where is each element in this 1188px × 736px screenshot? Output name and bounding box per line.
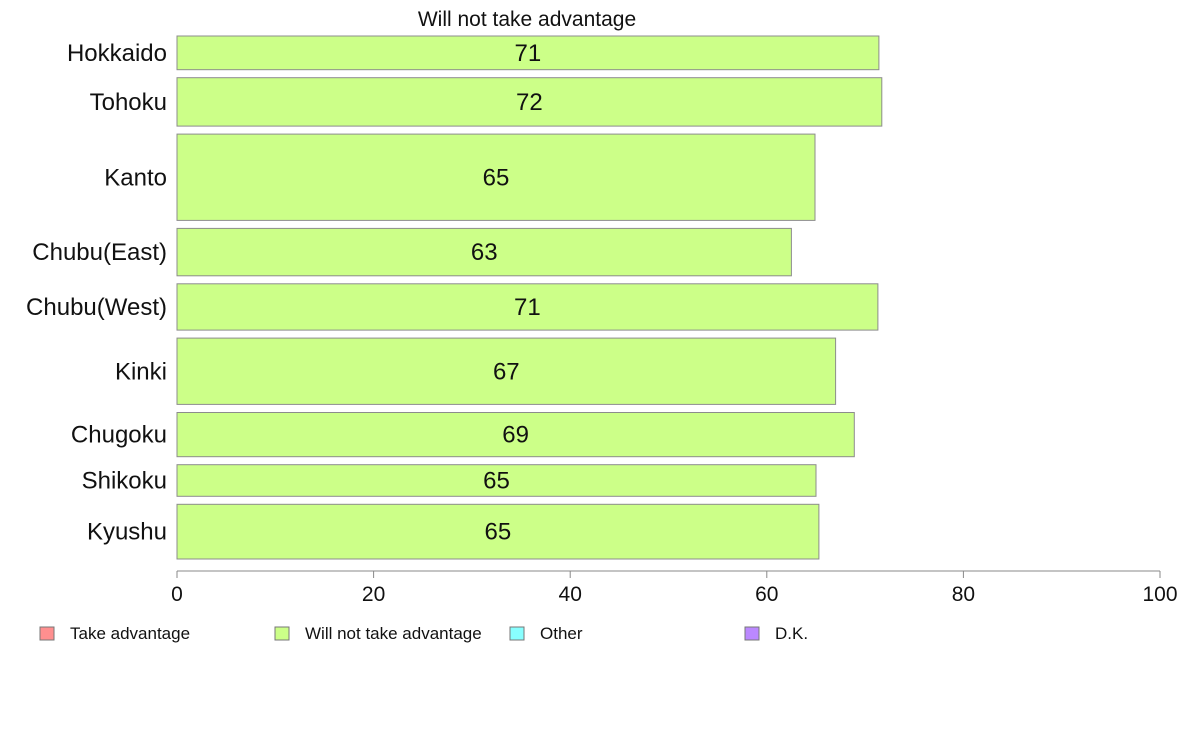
legend: Take advantage Will not take advantage Oth… <box>39 624 808 643</box>
bar-value-label: 65 <box>485 519 512 546</box>
category-label: Kinki <box>115 358 167 385</box>
bar-value-label: 67 <box>493 358 520 385</box>
x-tick-label: 80 <box>952 583 975 606</box>
legend-swatch <box>744 626 760 641</box>
category-label: Hokkaido <box>67 40 167 67</box>
bar-value-label: 71 <box>514 294 541 321</box>
x-tick-label: 40 <box>559 583 582 606</box>
x-tick-label: 0 <box>171 583 183 606</box>
category-label: Kanto <box>104 164 167 191</box>
bar-value-label: 65 <box>483 164 510 191</box>
category-labels: Hokkaido Tohoku Kanto Chubu(East) Chubu(West… <box>26 40 167 546</box>
bar-kanto <box>176 133 816 221</box>
bar-kyushu <box>176 503 820 560</box>
chart-title: Will not take advantage <box>418 8 636 31</box>
category-label: Shikoku <box>82 468 167 495</box>
bar-value-label: 71 <box>515 40 542 67</box>
legend-swatch <box>509 626 525 641</box>
legend-swatch <box>39 626 55 641</box>
category-label: Chugoku <box>71 422 167 449</box>
bar-value-label: 63 <box>471 239 498 266</box>
bar-chubu-west <box>176 283 879 331</box>
legend-label: D.K. <box>775 624 808 643</box>
x-tick-label: 60 <box>755 583 778 606</box>
category-label: Tohoku <box>90 89 167 116</box>
bars-group <box>176 35 883 560</box>
bar-value-label: 69 <box>502 422 529 449</box>
legend-label: Will not take advantage <box>305 624 482 643</box>
bar-chugoku <box>176 412 855 458</box>
legend-label: Other <box>540 624 583 643</box>
bar-hokkaido <box>176 35 880 71</box>
bar-tohoku <box>176 77 883 127</box>
x-axis: 0 20 40 60 80 100 <box>171 570 1178 606</box>
bar-chubu-east <box>176 227 792 277</box>
category-label: Chubu(West) <box>26 294 167 321</box>
bar-value-label: 65 <box>483 468 510 495</box>
category-label: Kyushu <box>87 519 167 546</box>
bar-value-label: 72 <box>516 89 543 116</box>
legend-swatch <box>274 626 290 641</box>
bar-shikoku <box>176 464 817 497</box>
legend-label: Take advantage <box>70 624 190 643</box>
bar-value-labels: 71 72 65 63 71 67 69 65 65 <box>471 40 543 546</box>
category-label: Chubu(East) <box>32 239 167 266</box>
x-tick-label: 100 <box>1142 583 1177 606</box>
x-tick-label: 20 <box>362 583 385 606</box>
bar-kinki <box>176 337 837 405</box>
